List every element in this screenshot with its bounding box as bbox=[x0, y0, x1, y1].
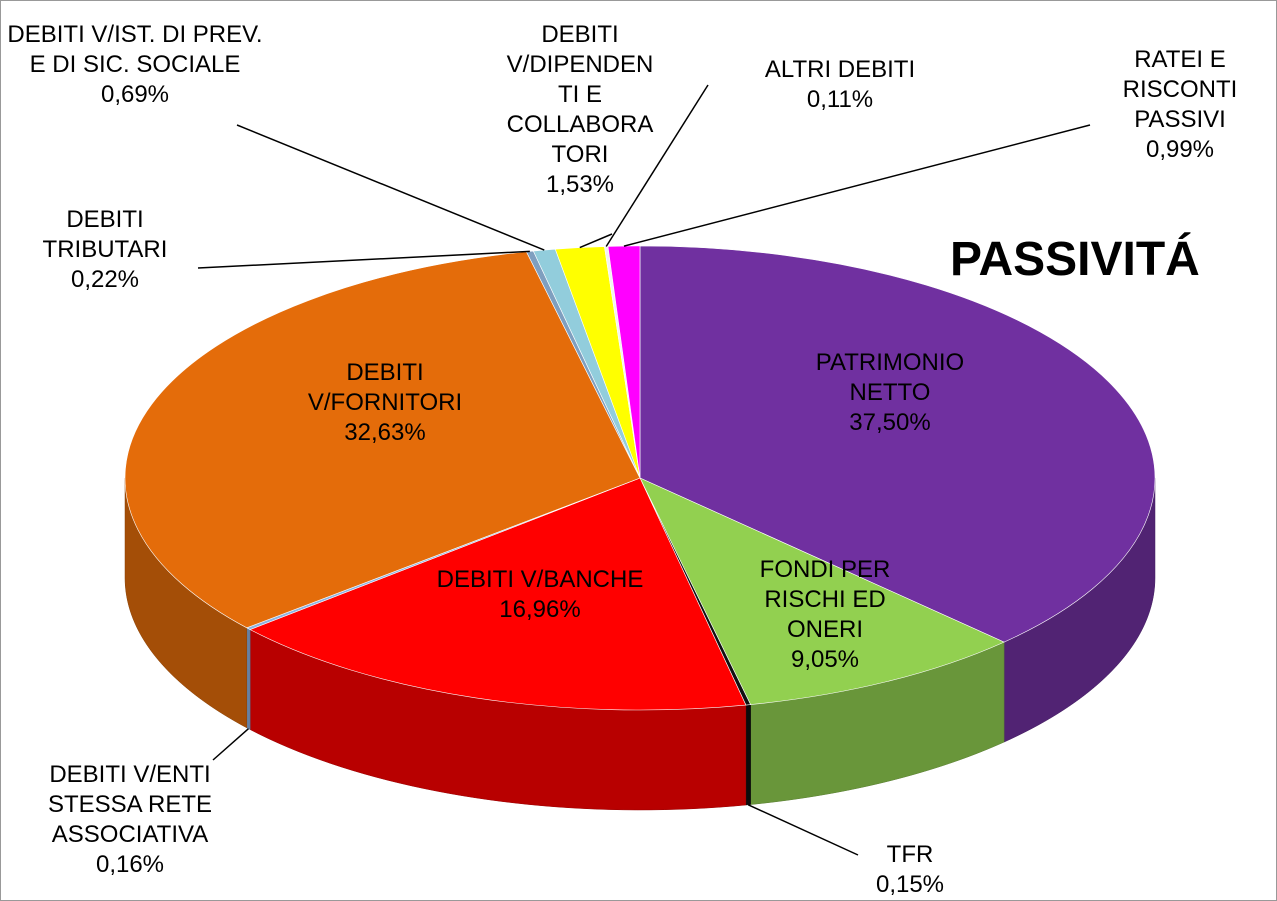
value-label: 0,15% bbox=[875, 871, 945, 898]
pie-slice bbox=[124, 251, 641, 629]
pie-slice bbox=[639, 477, 1005, 705]
value-label: 37,50% bbox=[849, 409, 931, 436]
value-label: 0,69% bbox=[100, 81, 170, 108]
leader-line bbox=[605, 84, 709, 247]
category-name: RATEI E RISCONTI PASSIVI bbox=[1122, 46, 1238, 133]
data-label: ALTRI DEBITI 0,11% bbox=[750, 55, 930, 115]
data-label: DEBITI V/BANCHE 16,96% bbox=[435, 565, 645, 625]
category-name: TFR bbox=[886, 841, 934, 868]
category-name: DEBITI V/DIPENDENTI E COLLABORATORI bbox=[506, 21, 654, 168]
value-label: 1,53% bbox=[545, 171, 615, 198]
pie-side bbox=[246, 627, 251, 731]
value-label: 32,63% bbox=[344, 419, 426, 446]
data-label: RATEI E RISCONTI PASSIVI 0,99% bbox=[1105, 45, 1255, 165]
data-label: PATRIMONIO NETTO 37,50% bbox=[775, 348, 1005, 438]
value-label: 9,05% bbox=[790, 646, 860, 673]
category-name: DEBITI V/BANCHE bbox=[436, 566, 644, 593]
category-name: DEBITI V/ENTI STESSA RETE ASSOCIATIVA bbox=[47, 761, 213, 848]
value-label: 0,99% bbox=[1145, 136, 1215, 163]
data-label: DEBITI V/IST. DI PREV. E DI SIC. SOCIALE… bbox=[0, 20, 270, 110]
leader-line bbox=[212, 728, 249, 761]
value-label: 16,96% bbox=[499, 596, 581, 623]
category-name: PATRIMONIO NETTO bbox=[815, 349, 965, 406]
data-label: TFR 0,15% bbox=[850, 840, 970, 900]
value-label: 0,22% bbox=[70, 266, 140, 293]
data-label: DEBITI V/DIPENDENTI E COLLABORATORI 1,53% bbox=[503, 20, 658, 200]
data-label: DEBITI V/ENTI STESSA RETE ASSOCIATIVA 0,1… bbox=[5, 760, 255, 880]
chart-title: PASSIVITÁ bbox=[950, 233, 1200, 286]
data-label: FONDI PER RISCHI ED ONERI 9,05% bbox=[730, 555, 920, 675]
category-name: DEBITI TRIBUTARI bbox=[42, 206, 168, 263]
category-name: FONDI PER RISCHI ED ONERI bbox=[759, 556, 891, 643]
value-label: 0,16% bbox=[95, 851, 165, 878]
data-label: DEBITI TRIBUTARI 0,22% bbox=[10, 205, 200, 295]
data-label: DEBITI V/FORNITORI 32,63% bbox=[270, 358, 500, 448]
category-name: ALTRI DEBITI bbox=[764, 56, 916, 83]
value-label: 0,11% bbox=[806, 86, 874, 113]
leader-line bbox=[236, 124, 545, 251]
pie-slice bbox=[249, 477, 747, 711]
pie-side bbox=[745, 704, 751, 806]
category-name: DEBITI V/FORNITORI bbox=[307, 359, 463, 416]
leader-line bbox=[579, 233, 613, 249]
leader-line bbox=[197, 250, 530, 269]
leader-line bbox=[623, 124, 1091, 247]
category-name: DEBITI V/IST. DI PREV. E DI SIC. SOCIALE bbox=[7, 21, 263, 78]
pie-slice bbox=[639, 245, 1156, 643]
leader-line bbox=[747, 804, 859, 856]
